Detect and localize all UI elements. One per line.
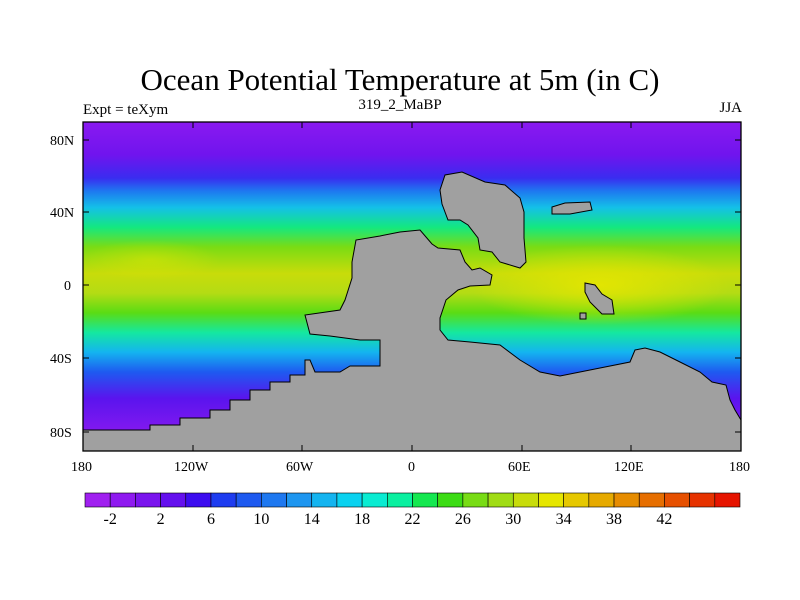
lon-label-0: 0 bbox=[408, 460, 415, 475]
colorbar-label: -2 bbox=[104, 511, 117, 528]
lon-label-180e: 180 bbox=[729, 460, 750, 475]
colorbar-swatch bbox=[689, 492, 716, 508]
colorbar-swatch bbox=[210, 492, 237, 508]
colorbar-swatch bbox=[387, 492, 413, 508]
lat-label-40s: 40S bbox=[50, 352, 72, 367]
warm-pool bbox=[470, 245, 730, 325]
colorbar-swatch bbox=[412, 492, 438, 508]
lon-axis bbox=[82, 122, 632, 451]
colorbar-swatch bbox=[84, 492, 111, 508]
colorbar-swatch bbox=[538, 492, 564, 508]
lat-label-80s: 80S bbox=[50, 426, 72, 441]
lat-label-40n: 40N bbox=[50, 206, 74, 221]
lat-label-80n: 80N bbox=[50, 134, 74, 149]
lon-label-60w: 60W bbox=[286, 460, 314, 475]
lat-label-0: 0 bbox=[64, 279, 71, 294]
colorbar-label: 18 bbox=[354, 511, 370, 528]
colorbar-swatch bbox=[563, 492, 590, 508]
colorbar-label: 34 bbox=[556, 511, 572, 528]
colorbar-swatch bbox=[160, 492, 187, 508]
colorbar-label: 42 bbox=[656, 511, 672, 528]
lon-label-120w: 120W bbox=[174, 460, 209, 475]
colorbar-swatch bbox=[286, 492, 313, 508]
colorbar-swatch bbox=[135, 492, 161, 508]
colorbar-label: 22 bbox=[405, 511, 421, 528]
colorbar-label: 2 bbox=[157, 511, 165, 528]
colorbar-swatch bbox=[462, 492, 489, 508]
colorbar-swatch bbox=[311, 492, 338, 508]
colorbar-swatch bbox=[588, 492, 615, 508]
warm-pool-west bbox=[80, 240, 220, 280]
lat-axis bbox=[83, 139, 741, 433]
colorbar-swatch bbox=[261, 492, 287, 508]
lon-label-120e: 120E bbox=[614, 460, 644, 475]
colorbar-swatch bbox=[613, 492, 640, 508]
colorbar-swatch bbox=[714, 492, 741, 508]
colorbar-swatch bbox=[512, 492, 539, 508]
land-masses bbox=[82, 171, 742, 452]
map-title: Ocean Potential Temperature at 5m (in C) bbox=[140, 62, 660, 97]
colorbar-label: 14 bbox=[304, 511, 320, 528]
run-label: 319_2_MaBP bbox=[358, 97, 442, 113]
colorbar-swatch bbox=[109, 492, 136, 508]
colorbar bbox=[84, 492, 741, 508]
lon-label-60e: 60E bbox=[508, 460, 531, 475]
colorbar-swatch bbox=[235, 492, 262, 508]
season-label: JJA bbox=[719, 100, 742, 116]
colorbar-label: 30 bbox=[505, 511, 521, 528]
experiment-label: Expt = teXym bbox=[83, 102, 169, 118]
colorbar-label: 10 bbox=[253, 511, 269, 528]
colorbar-swatch bbox=[437, 492, 464, 508]
colorbar-label: 6 bbox=[207, 511, 215, 528]
lon-label-180w: 180 bbox=[71, 460, 92, 475]
colorbar-labels: -2 2 6 10 14 18 22 26 30 34 38 42 bbox=[104, 511, 673, 528]
colorbar-label: 26 bbox=[455, 511, 471, 528]
colorbar-swatch bbox=[487, 492, 514, 508]
colorbar-swatch bbox=[361, 492, 388, 508]
colorbar-swatch bbox=[185, 492, 212, 508]
colorbar-swatch bbox=[638, 492, 665, 508]
colorbar-label: 38 bbox=[606, 511, 622, 528]
colorbar-swatch bbox=[664, 492, 690, 508]
colorbar-swatch bbox=[336, 492, 363, 508]
